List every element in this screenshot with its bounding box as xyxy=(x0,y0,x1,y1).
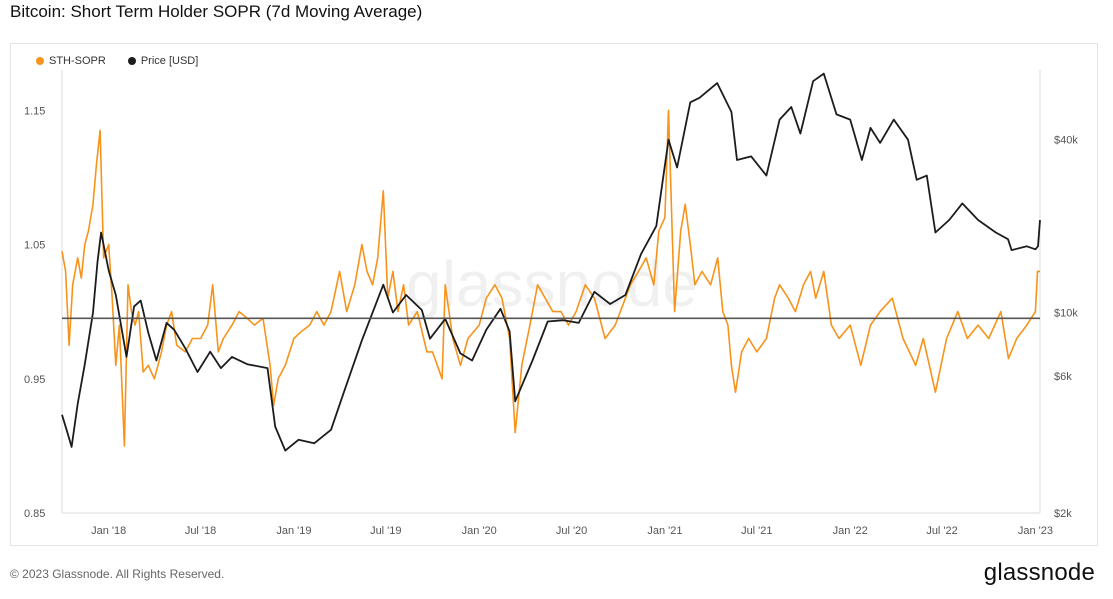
x-tick-label: Jan '23 xyxy=(1018,525,1053,537)
x-tick-label: Jan '20 xyxy=(462,525,497,537)
legend-label-sopr: STH-SOPR xyxy=(49,55,106,67)
glassnode-logo[interactable]: glassnode xyxy=(983,559,1095,586)
chart-title: Bitcoin: Short Term Holder SOPR (7d Movi… xyxy=(10,2,423,21)
legend-swatch-price xyxy=(127,57,136,65)
x-tick-label: Jan '19 xyxy=(276,525,311,537)
axes: 0.85 0.95 1.05 1.15 $2k $6k $10k $40k Jan '18 Jul… xyxy=(24,70,1078,537)
x-tick-label: Jan '21 xyxy=(647,525,682,537)
x-tick-label: Jul '21 xyxy=(741,525,772,537)
watermark: glassnode xyxy=(406,248,698,320)
x-tick-label: Jul '20 xyxy=(556,525,587,537)
y-right-tick-label: $40k xyxy=(1054,135,1078,147)
legend: STH-SOPR Price [USD] xyxy=(36,55,198,67)
legend-swatch-sopr xyxy=(36,57,44,65)
y-right-tick-label: $2k xyxy=(1054,508,1072,520)
legend-label-price: Price [USD] xyxy=(140,55,199,67)
x-tick-label: Jan '18 xyxy=(91,525,126,537)
y-left-tick-label: 0.95 xyxy=(24,374,45,386)
y-right-tick-label: $6k xyxy=(1054,371,1072,383)
x-tick-label: Jan '22 xyxy=(833,525,868,537)
copyright-text: © 2023 Glassnode. All Rights Reserved. xyxy=(10,567,225,581)
series-group xyxy=(61,72,1041,452)
x-tick-label: Jul '22 xyxy=(926,525,957,537)
y-left-tick-label: 1.05 xyxy=(24,240,45,252)
y-left-tick-label: 1.15 xyxy=(24,105,45,117)
x-tick-label: Jul '18 xyxy=(185,525,216,537)
legend-item-price[interactable]: Price [USD] xyxy=(127,55,199,67)
x-tick-label: Jul '19 xyxy=(370,525,401,537)
chart-panel xyxy=(10,43,1098,546)
y-left-tick-label: 0.85 xyxy=(24,508,45,520)
series-line-price xyxy=(61,72,1041,452)
series-line-sth-sopr xyxy=(61,109,1040,447)
legend-item-sth-sopr[interactable]: STH-SOPR xyxy=(36,55,106,67)
y-right-tick-label: $10k xyxy=(1054,307,1078,319)
